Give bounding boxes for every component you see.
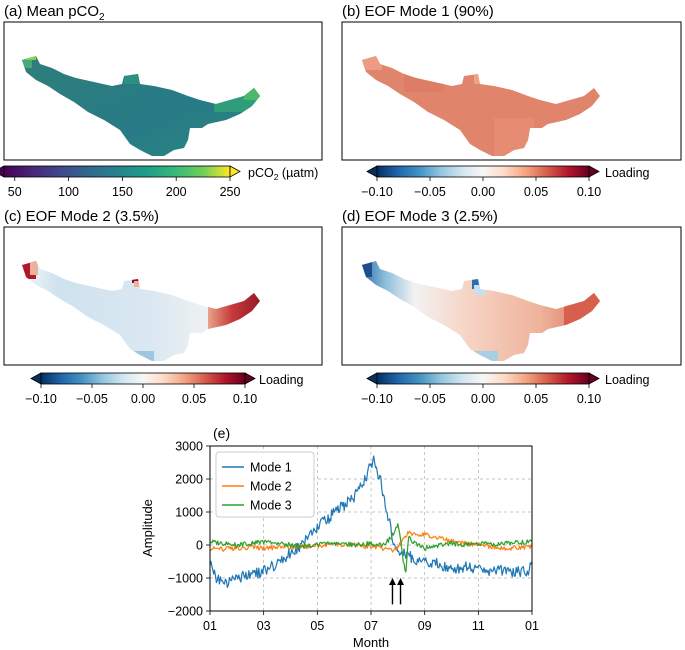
x-tick-label: 09 [418,619,432,633]
panel-e-legend: Mode 1 Mode 2 Mode 3 [215,451,315,518]
panel-e-ylabel: Amplitude [140,499,155,557]
colorbar-d-ticks: −0.10 −0.05 0.00 0.05 0.10 [361,384,601,406]
panel-d: (d) EOF Mode 3 (2.5%) [341,208,682,366]
colorbar-c-tick-label: 0.00 [131,392,155,406]
y-tick-label: 1000 [175,506,203,520]
colorbar-b-tick-label: 0.10 [577,185,601,199]
colorbar-c-tick-label: 0.10 [233,392,257,406]
colorbar-b-tick-label: −0.10 [361,185,393,199]
x-tick-label: 01 [525,619,539,633]
colorbar-c-tick-label: 0.05 [182,392,206,406]
legend-label: Mode 1 [250,461,292,475]
panel-e: (e) 01 03 05 07 09 11 01 3000 2000 1000 0 −1000 −20… [140,425,539,650]
colorbar-d: −0.10 −0.05 0.00 0.05 0.10 Loading [361,372,650,406]
panel-e-xlabel: Month [353,635,389,650]
panel-e-title: (e) [213,425,230,441]
panel-e-xticks: 01 03 05 07 09 11 01 [203,611,539,633]
colorbar-b-label: Loading [605,166,650,180]
panel-e-series [209,455,533,589]
colorbar-d-tick-label: 0.10 [577,392,601,406]
series-line-mode-1 [209,455,533,589]
annotation-arrow-head [397,578,405,585]
colorbar-a-tick-label: 150 [112,185,133,199]
colorbar-b: −0.10 −0.05 0.00 0.05 0.10 Loading [361,165,650,199]
y-tick-label: −2000 [168,605,203,619]
colorbar-a-ticks: 50 100 150 200 250 [8,177,241,199]
x-tick-label: 07 [364,619,378,633]
colorbar-d-tick-label: 0.00 [471,392,495,406]
legend-box [215,451,315,518]
colorbar-a-tick-label: 50 [8,185,22,199]
panel-a-title: (a) Mean pCO2 [4,3,105,23]
colorbar-b-ticks: −0.10 −0.05 0.00 0.05 0.10 [361,177,601,199]
x-tick-label: 05 [310,619,324,633]
panel-e-arrows [388,578,405,605]
colorbar-b-tick-label: 0.05 [524,185,548,199]
colorbar-d-tick-label: −0.05 [414,392,446,406]
panel-c: (c) EOF Mode 2 (3.5%) [3,208,323,366]
y-tick-label: 2000 [175,473,203,487]
colorbar-d-tick-label: 0.05 [524,392,548,406]
colorbar-d-label: Loading [605,373,650,387]
colorbar-a-tick-label: 200 [166,185,187,199]
legend-label: Mode 3 [250,499,292,513]
colorbar-a: 50 100 150 200 250 pCO2 (µatm) [0,165,318,199]
panel-d-title: (d) EOF Mode 3 (2.5%) [342,208,498,225]
panel-a: (a) Mean pCO2 [3,3,323,161]
colorbar-c-tick-label: −0.10 [25,392,57,406]
colorbar-a-tick-label: 100 [58,185,79,199]
colorbar-a-label: pCO2 (µatm) [248,166,318,182]
x-tick-label: 01 [203,619,217,633]
colorbar-c-ticks: −0.10 −0.05 0.00 0.05 0.10 [25,384,257,406]
colorbar-b-tick-label: −0.05 [414,185,446,199]
colorbar-d-tick-label: −0.10 [361,392,393,406]
panel-e-yticks: 3000 2000 1000 0 −1000 −2000 [168,440,210,619]
panel-b: (b) EOF Mode 1 (90%) [341,3,682,161]
annotation-arrow-head [388,578,396,585]
colorbar-c: −0.10 −0.05 0.00 0.05 0.10 Loading [25,372,304,406]
panel-c-title: (c) EOF Mode 2 (3.5%) [4,208,159,225]
colorbar-c-tick-label: −0.05 [76,392,108,406]
y-tick-label: 0 [196,539,203,553]
panel-b-title: (b) EOF Mode 1 (90%) [342,3,494,20]
x-tick-label: 03 [257,619,271,633]
colorbar-b-tick-label: 0.00 [471,185,495,199]
colorbar-c-label: Loading [259,373,304,387]
y-tick-label: 3000 [175,440,203,454]
series-line-mode-3 [209,523,533,573]
legend-label: Mode 2 [250,480,292,494]
y-tick-label: −1000 [168,572,203,586]
colorbar-a-tick-label: 250 [220,185,241,199]
x-tick-label: 11 [472,619,485,633]
